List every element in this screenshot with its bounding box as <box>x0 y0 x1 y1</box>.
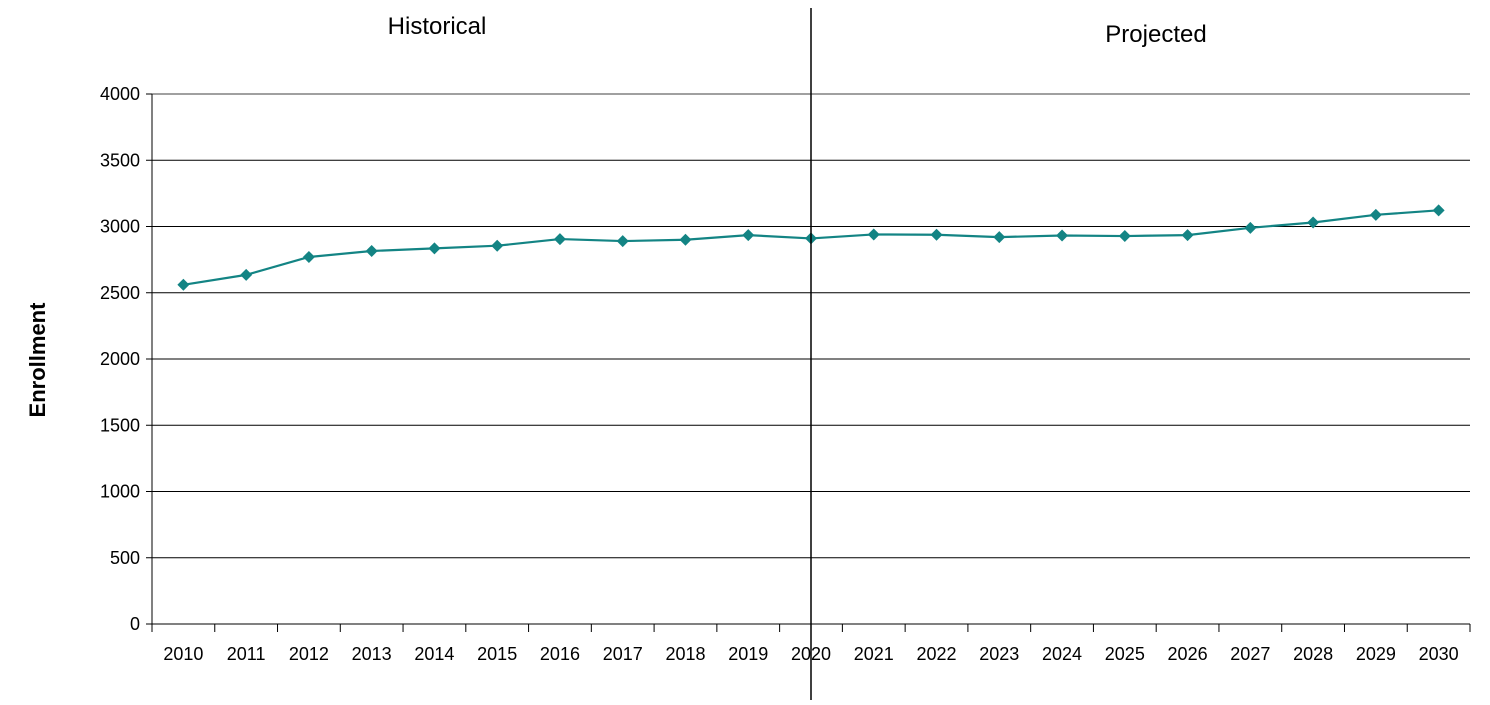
data-point-2010 <box>177 278 190 291</box>
x-tick-label-2017: 2017 <box>603 644 643 664</box>
x-tick-label-2028: 2028 <box>1293 644 1333 664</box>
data-point-2026 <box>1181 229 1194 242</box>
y-tick-label-500: 500 <box>110 548 140 568</box>
x-tick-label-2027: 2027 <box>1230 644 1270 664</box>
y-tick-label-1000: 1000 <box>100 482 140 502</box>
data-point-2012 <box>302 250 315 263</box>
x-tick-label-2015: 2015 <box>477 644 517 664</box>
data-point-2025 <box>1118 230 1131 243</box>
section-label-projected: Projected <box>1105 21 1206 48</box>
y-axis-title: Enrollment <box>25 302 50 418</box>
x-tick-label-2025: 2025 <box>1105 644 1145 664</box>
data-point-2029 <box>1369 208 1382 221</box>
section-label-historical: Historical <box>388 13 487 40</box>
y-tick-labels: 0 500 1000 1500 2000 2500 3000 3500 4000 <box>100 84 140 634</box>
data-point-2013 <box>365 245 378 258</box>
x-tick-label-2029: 2029 <box>1356 644 1396 664</box>
x-tick-label-2016: 2016 <box>540 644 580 664</box>
data-point-2019 <box>742 229 755 242</box>
data-point-2024 <box>1056 229 1069 242</box>
x-tick-label-2010: 2010 <box>163 644 203 664</box>
x-tick-label-2012: 2012 <box>289 644 329 664</box>
x-tick-label-2013: 2013 <box>352 644 392 664</box>
y-tick-label-2500: 2500 <box>100 283 140 303</box>
data-point-2011 <box>240 268 253 281</box>
x-tick-label-2011: 2011 <box>227 644 266 664</box>
data-point-2018 <box>679 233 692 246</box>
x-tick-label-2026: 2026 <box>1168 644 1208 664</box>
data-point-2016 <box>553 233 566 246</box>
data-point-2030 <box>1432 204 1445 217</box>
y-tick-label-3000: 3000 <box>100 217 140 237</box>
y-tick-label-2000: 2000 <box>100 349 140 369</box>
x-tick-labels: 2010 2011 2012 2013 2014 2015 2016 2017 2018 2019… <box>163 644 1458 664</box>
x-tick-label-2024: 2024 <box>1042 644 1082 664</box>
x-tick-label-2021: 2021 <box>854 644 894 664</box>
y-tick-label-4000: 4000 <box>100 84 140 104</box>
data-point-2022 <box>930 228 943 241</box>
data-point-2021 <box>867 228 880 241</box>
x-tick-label-2022: 2022 <box>917 644 957 664</box>
x-tick-label-2023: 2023 <box>979 644 1019 664</box>
x-tick-label-2019: 2019 <box>728 644 768 664</box>
y-tick-label-3500: 3500 <box>100 150 140 170</box>
x-tick-label-2030: 2030 <box>1419 644 1459 664</box>
x-tick-label-2018: 2018 <box>665 644 705 664</box>
data-point-2027 <box>1244 221 1257 234</box>
y-tick-label-1500: 1500 <box>100 415 140 435</box>
grid-layer <box>146 93 1471 632</box>
data-point-2023 <box>993 231 1006 244</box>
x-tick-label-2014: 2014 <box>414 644 454 664</box>
data-point-2014 <box>428 242 441 255</box>
data-point-2015 <box>491 239 504 252</box>
data-point-2028 <box>1307 216 1320 229</box>
data-point-2017 <box>616 235 629 248</box>
y-tick-label-0: 0 <box>130 614 140 634</box>
